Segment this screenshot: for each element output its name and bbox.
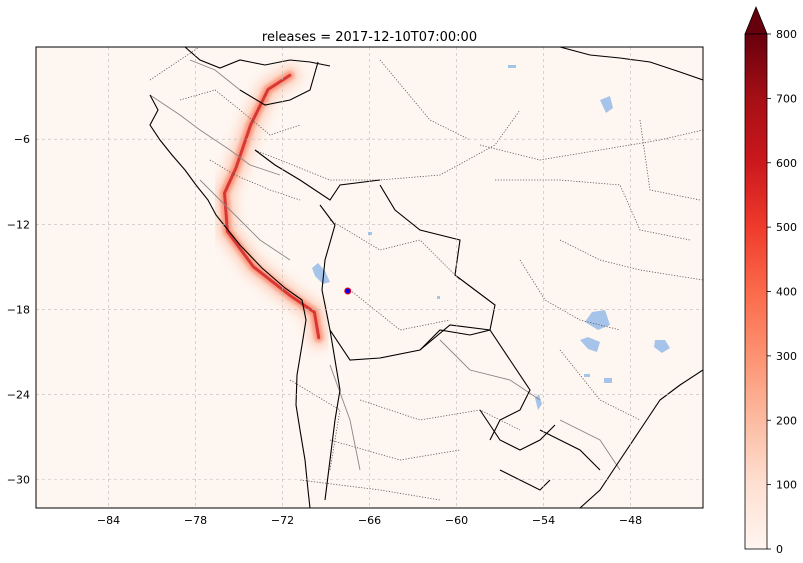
- colorbar-tick-label: 100: [776, 479, 797, 492]
- state-borders: [149, 47, 703, 501]
- colorbar-tick-label: 400: [776, 286, 797, 299]
- lon-tick-label: −72: [271, 514, 294, 527]
- map-frame: [35, 46, 704, 509]
- lat-tick-label: −6: [14, 133, 30, 146]
- coastlines-and-borders: [149, 47, 703, 508]
- release-point-marker: [344, 287, 352, 295]
- lon-tick-label: −78: [184, 514, 207, 527]
- axis-ticks: −84 −78 −72 −66 −60 −54 −48 −6 −12 −18 −24 −30: [7, 133, 642, 527]
- map-gridlines: [36, 47, 703, 508]
- colorbar-extend-arrow: [744, 5, 768, 35]
- lon-tick-label: −84: [97, 514, 120, 527]
- lat-tick-label: −12: [7, 218, 30, 231]
- lat-tick-label: −24: [7, 389, 30, 402]
- lakes: [312, 65, 670, 410]
- lon-tick-label: −60: [445, 514, 468, 527]
- lon-tick-label: −54: [532, 514, 555, 527]
- lon-tick-label: −48: [619, 514, 642, 527]
- colorbar-tick-label: 700: [776, 92, 797, 105]
- colorbar-tick-label: 600: [776, 157, 797, 170]
- concentration-plume: [213, 64, 330, 349]
- plume-core: [223, 73, 321, 340]
- colorbar: 0 100 200 300 400 500 600 700 800: [744, 5, 797, 556]
- colorbar-tick-label: 500: [776, 221, 797, 234]
- colorbar-tick-label: 300: [776, 350, 797, 363]
- colorbar-tick-label: 200: [776, 414, 797, 427]
- country-borders: [149, 59, 621, 471]
- colorbar-tick-label: 800: [776, 28, 797, 41]
- colorbar-tick-label: 0: [776, 543, 783, 556]
- map-title: releases = 2017-12-10T07:00:00: [261, 30, 478, 45]
- colorbar-ticks: 0 100 200 300 400 500 600 700 800: [767, 28, 797, 556]
- lon-tick-label: −66: [358, 514, 381, 527]
- colorbar-bar: [744, 33, 768, 550]
- lat-tick-label: −30: [7, 474, 30, 487]
- lat-tick-label: −18: [7, 303, 30, 316]
